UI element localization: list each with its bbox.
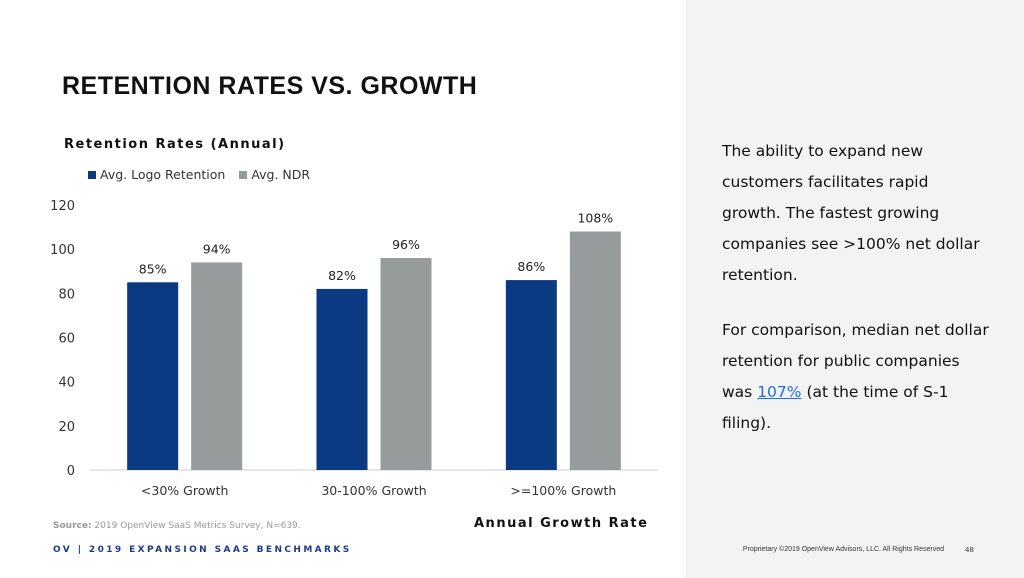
legend-label-logo-retention: Avg. Logo Retention	[100, 167, 226, 182]
ndr-link[interactable]: 107%	[757, 383, 802, 401]
side-panel	[686, 0, 1024, 578]
legend-label-ndr: Avg. NDR	[251, 167, 311, 182]
x-axis-title: Annual Growth Rate	[474, 516, 649, 531]
commentary-p2-before: For comparison, median net dollar retent…	[722, 321, 989, 401]
y-tick-label: 100	[50, 243, 75, 258]
legend-item-ndr: Avg. NDR	[239, 167, 310, 182]
page-title: RETENTION RATES VS. GROWTH	[62, 72, 478, 100]
bar-chart: 0 20 40 60 80 100 120 <30% Growth 85% 94% 30-100% …	[50, 199, 658, 498]
y-tick-label: 60	[58, 332, 75, 347]
footer-brand: OV | 2019 EXPANSION SAAS BENCHMARKS	[53, 545, 352, 555]
data-label: 108%	[577, 211, 613, 226]
legend-swatch-ndr	[239, 171, 248, 179]
bar	[316, 288, 368, 470]
data-label: 85%	[139, 261, 167, 276]
bar	[569, 231, 621, 470]
x-tick-label: <30% Growth	[141, 483, 228, 498]
y-tick-label: 120	[50, 199, 75, 214]
source-text: 2019 OpenView SaaS Metrics Survey, N=639…	[91, 521, 301, 531]
bar	[127, 282, 179, 470]
x-tick-label: 30-100% Growth	[321, 483, 426, 498]
source-label: Source:	[53, 521, 92, 531]
data-label: 94%	[203, 241, 231, 256]
copyright: Proprietary ©2019 OpenView Advisors, LLC…	[742, 546, 944, 553]
bar	[191, 262, 243, 470]
y-tick-label: 0	[67, 464, 75, 479]
y-tick-label: 40	[58, 376, 75, 391]
y-tick-label: 80	[58, 287, 75, 302]
page-number: 48	[965, 546, 974, 554]
commentary: The ability to expand new customers faci…	[722, 136, 992, 439]
y-tick-label: 20	[58, 420, 75, 435]
x-tick-label: >=100% Growth	[510, 483, 616, 498]
data-label: 96%	[392, 237, 420, 252]
data-label: 82%	[328, 268, 356, 283]
legend-swatch-logo-retention	[88, 171, 96, 179]
legend: Avg. Logo Retention Avg. NDR	[88, 167, 310, 182]
source-note: Source: 2019 OpenView SaaS Metrics Surve…	[53, 521, 301, 531]
data-label: 86%	[517, 259, 545, 274]
commentary-p2-after: (at the time of S-1 filing).	[722, 383, 949, 432]
legend-item-logo-retention: Avg. Logo Retention	[88, 167, 225, 182]
bar	[380, 258, 432, 470]
commentary-p1: The ability to expand new customers faci…	[722, 142, 980, 284]
bar	[505, 280, 557, 470]
commentary-p2: For comparison, median net dollar retent…	[722, 315, 992, 439]
chart-title: Retention Rates (Annual)	[64, 137, 286, 152]
